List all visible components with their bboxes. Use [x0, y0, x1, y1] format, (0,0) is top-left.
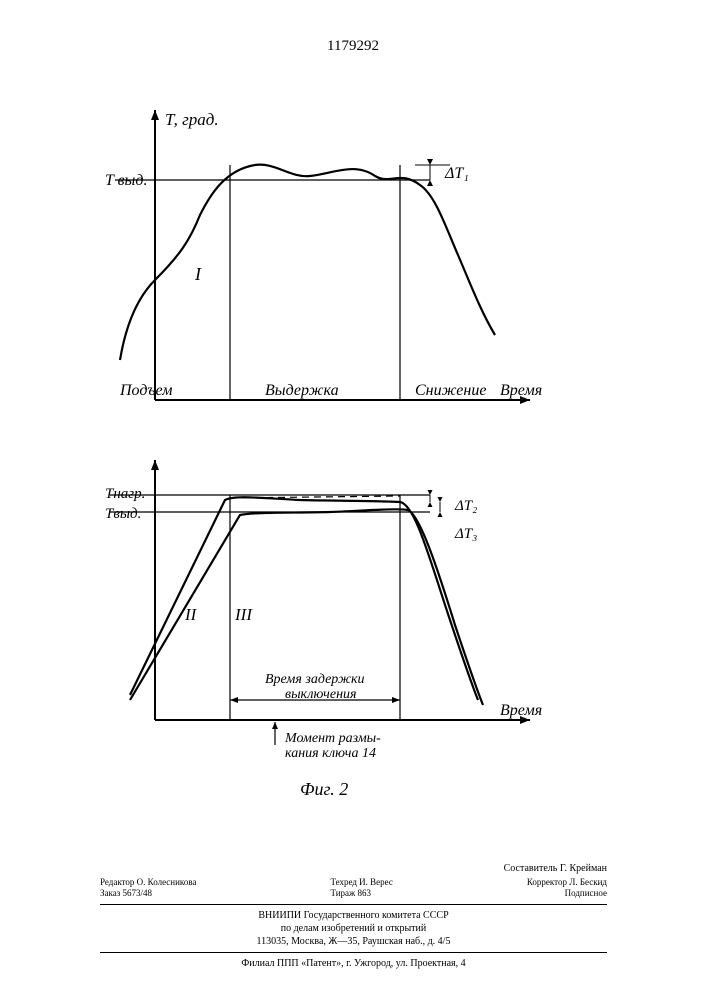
annotation-2a: Момент размы-: [284, 731, 381, 746]
x-axis-label-1: Время: [500, 382, 542, 399]
annotation-2b: кания ключа 14: [285, 746, 376, 761]
editor: Редактор О. Колесникова: [100, 877, 196, 887]
org-line3: 113035, Москва, Ж—35, Раушская наб., д. …: [257, 936, 451, 947]
order: Заказ 5673/48: [100, 888, 152, 898]
footer-block: Составитель Г. Крейман Редактор О. Колес…: [100, 862, 607, 970]
techred: Техред И. Верес: [330, 877, 392, 887]
figure-label: Фиг. 2: [300, 779, 348, 799]
phase-2: Выдержка: [265, 382, 339, 399]
patent-number: 1179292: [327, 38, 379, 54]
branch: Филиал ППП «Патент», г. Ужгород, ул. Про…: [100, 957, 607, 970]
curve-label-3: III: [234, 605, 253, 624]
compiler: Составитель Г. Крейман: [100, 862, 607, 875]
y-axis-label-1: Т, град.: [165, 110, 219, 129]
org-line1: ВНИИПИ Государственного комитета СССР: [258, 910, 448, 921]
chart-1: Т, град. T выд. I Подъем Выдержка Снижен…: [105, 110, 542, 404]
phase-3: Снижение: [415, 382, 486, 399]
figure-svg: 1179292 Т, град. T выд. I Подъем Выдержк…: [0, 0, 707, 820]
chart-2: Тнагр. Tвыд. II III Время ΔT₂ ΔT₃ Время …: [105, 460, 542, 761]
curve-label-2: II: [184, 605, 198, 624]
x-axis-label-2: Время: [500, 702, 542, 719]
y-label-vyd: Tвыд.: [105, 506, 141, 522]
curve-2: [130, 497, 478, 700]
y-label-nagr: Тнагр.: [105, 486, 145, 502]
org-line2: по делам изобретений и открытий: [281, 923, 427, 934]
tirage: Тираж 863: [330, 888, 371, 898]
y-ref-label-1: T выд.: [105, 172, 147, 189]
delta-t3: ΔT₃: [454, 526, 477, 542]
corrector: Корректор Л. Бескид: [527, 877, 607, 887]
curve-1: [120, 165, 495, 360]
delta-t2: ΔT₂: [454, 498, 477, 514]
annotation-1b: выключения: [285, 687, 357, 702]
phase-1: Подъем: [119, 382, 172, 399]
annotation-1a: Время задержки: [265, 672, 365, 687]
curve-label-1: I: [194, 264, 202, 284]
delta-t1: ΔT₁: [444, 165, 469, 182]
subscription: Подписное: [565, 888, 607, 898]
